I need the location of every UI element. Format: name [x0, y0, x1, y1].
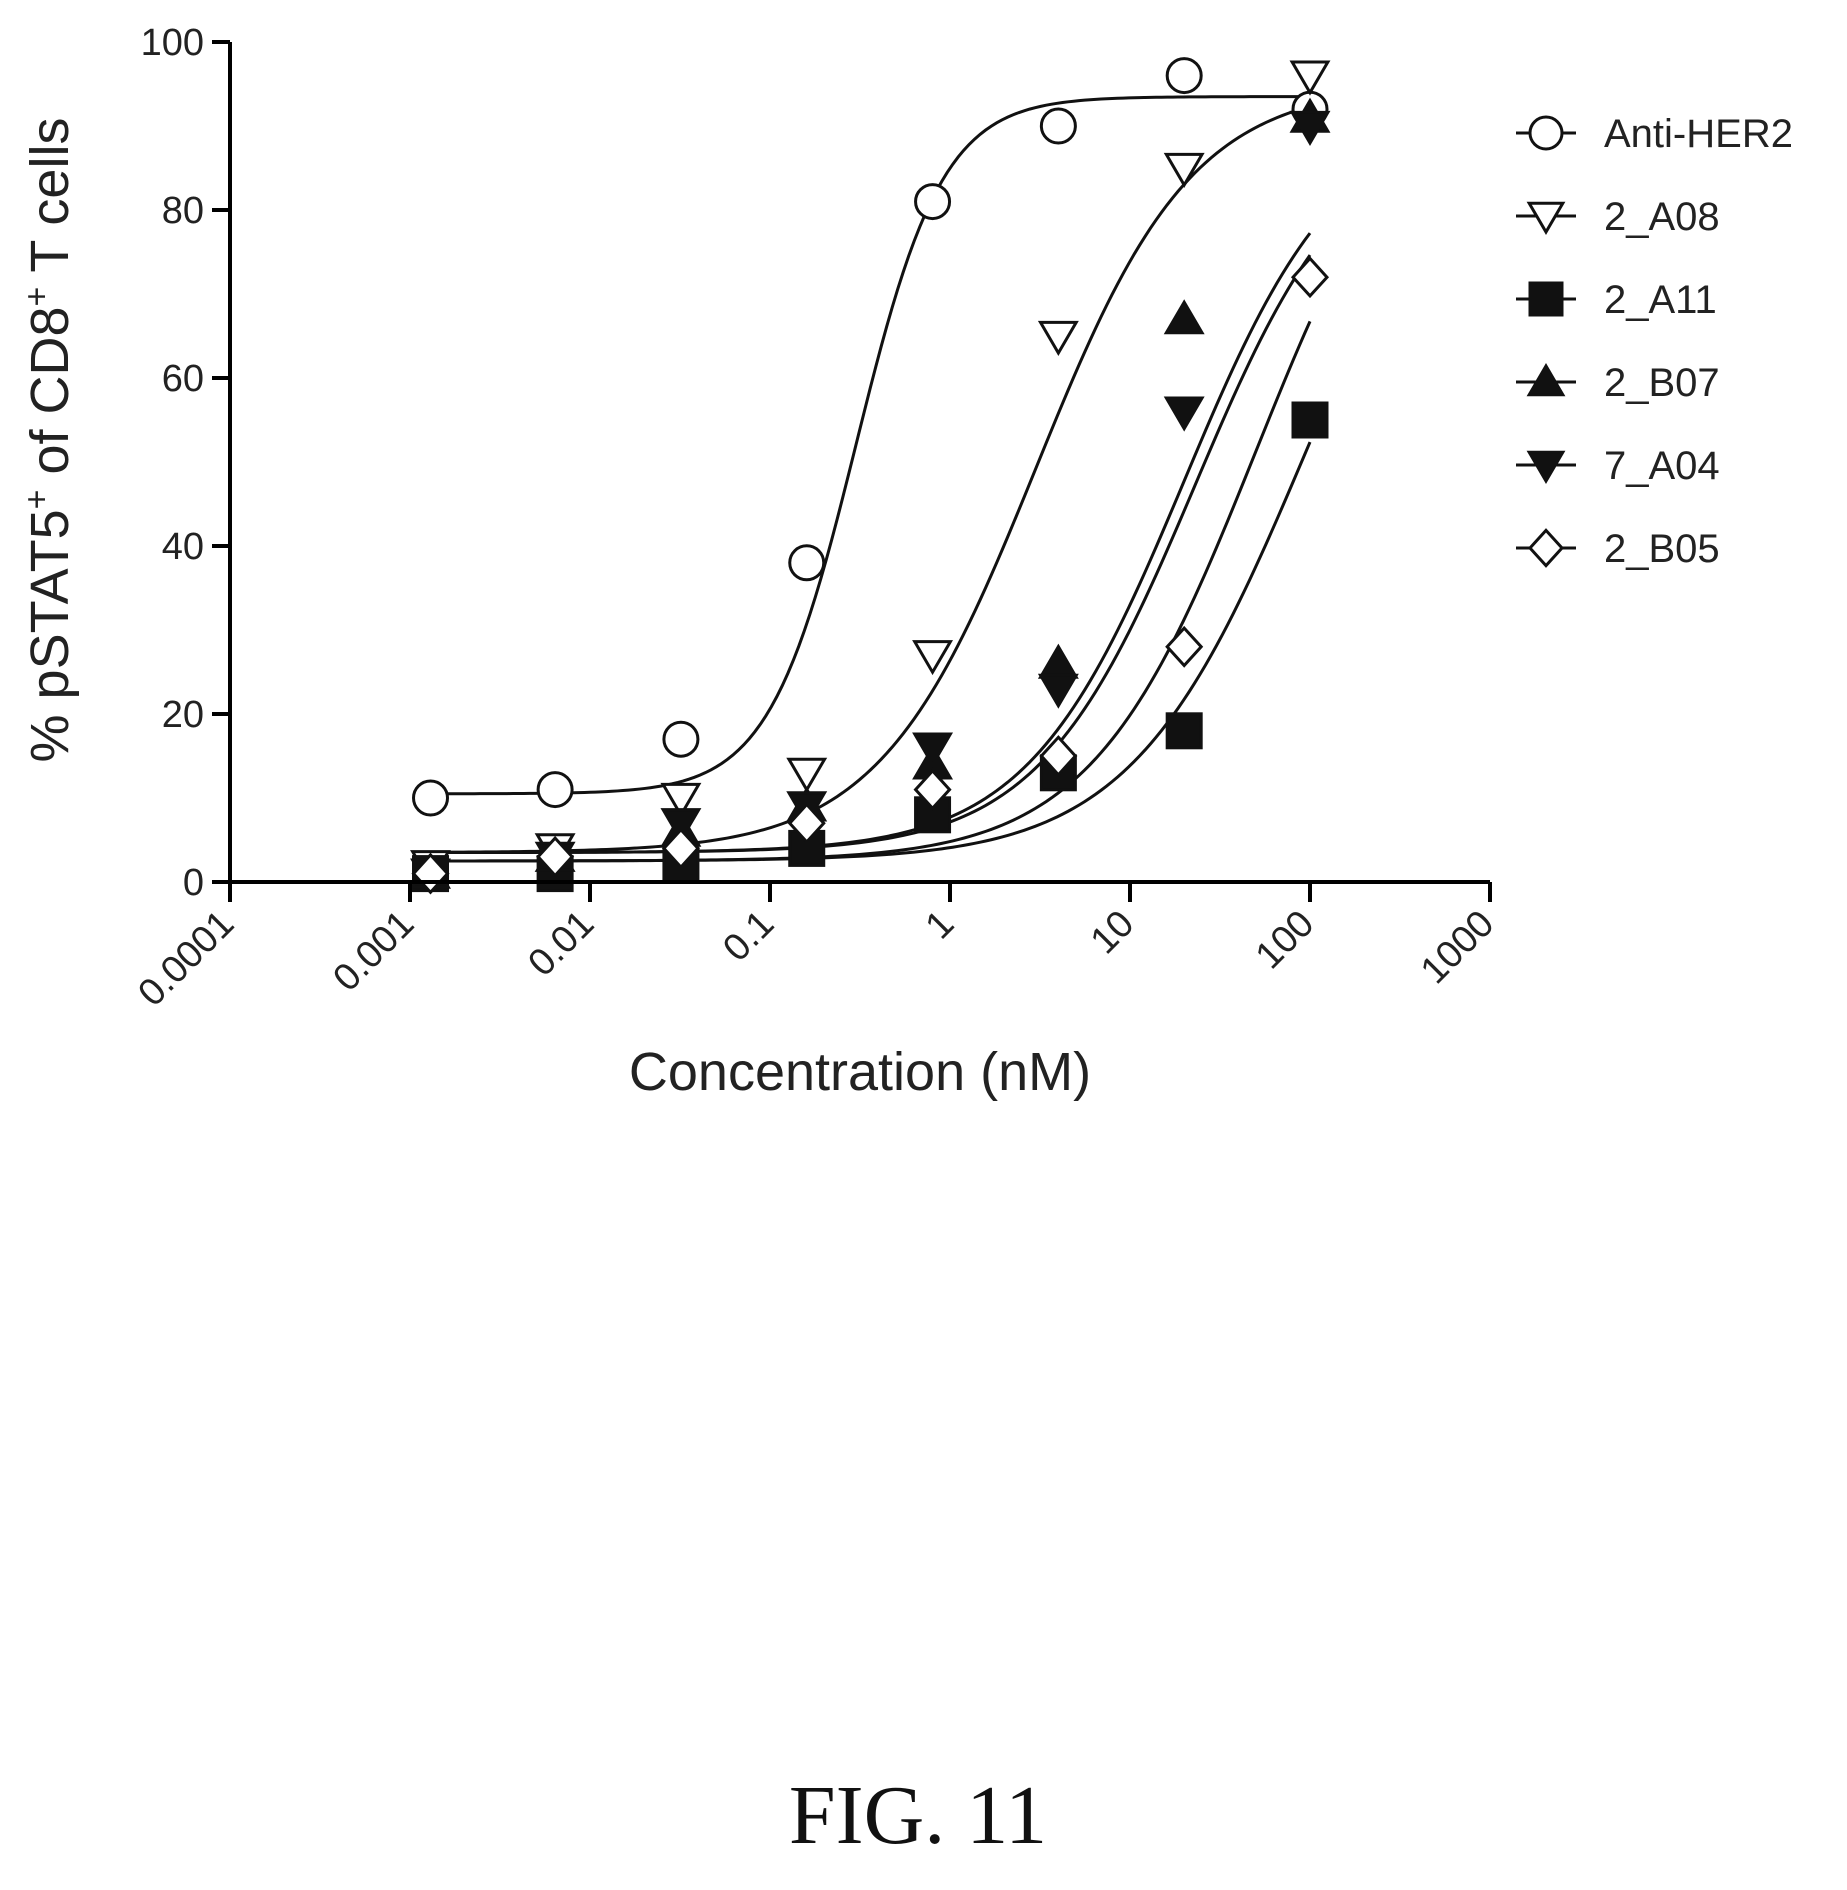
data-point-2-a08 — [1037, 320, 1079, 356]
y-tick-label: 100 — [141, 22, 204, 64]
legend-marker-2-a08 — [1526, 201, 1566, 235]
x-axis-title: Concentration (nM) — [629, 1042, 1091, 1102]
data-point-2-b05 — [536, 835, 575, 878]
legend-label: 2_A08 — [1604, 195, 1720, 239]
data-point-2-b05 — [411, 852, 450, 895]
data-point-2-a11 — [1165, 712, 1203, 750]
legend: Anti-HER2 2_A08 2_A11 2_B07 7_A04 2_B05 — [1516, 112, 1793, 571]
data-point-2-a08 — [1163, 152, 1205, 188]
data-point-7-a04 — [660, 808, 702, 844]
legend-marker-anti-her2 — [1528, 115, 1564, 151]
data-point-2-b05 — [1290, 256, 1330, 299]
data-point-anti-her2 — [914, 183, 952, 221]
data-point-2-b05 — [787, 802, 826, 845]
y-tick-label: 60 — [162, 358, 204, 400]
data-point-anti-her2 — [1165, 57, 1203, 95]
data-point-anti-her2 — [662, 720, 700, 758]
series-anti-her2 — [412, 57, 1329, 817]
y-axis-title-sup: + — [18, 287, 56, 307]
data-point-2-a08 — [786, 757, 828, 793]
y-tick-label: 20 — [162, 694, 204, 736]
data-point-2-a08 — [660, 782, 702, 818]
legend-item-2-b05: 2_B05 — [1516, 527, 1720, 571]
x-tick-label: 0.0001 — [130, 903, 242, 1015]
legend-label: Anti-HER2 — [1604, 112, 1793, 156]
x-axis-ticks: 0.0001 0.001 0.01 0.1 1 10 100 1000 — [130, 882, 1502, 1015]
x-tick-label: 1 — [918, 903, 963, 948]
y-tick-label: 80 — [162, 190, 204, 232]
x-tick-label: 1000 — [1413, 903, 1502, 992]
data-point-anti-her2 — [788, 544, 826, 582]
data-point-anti-her2 — [1039, 107, 1077, 145]
x-tick-label: 0.1 — [715, 903, 782, 970]
data-point-2-b05 — [1165, 625, 1204, 668]
data-point-7-a04 — [1289, 110, 1331, 146]
data-point-2-a08 — [1289, 60, 1331, 96]
y-tick-label: 0 — [183, 862, 204, 904]
figure-caption: FIG. 11 — [789, 1769, 1047, 1862]
x-tick-label: 100 — [1248, 903, 1323, 978]
legend-item-2-b07: 2_B07 — [1516, 361, 1720, 405]
legend-label: 2_A11 — [1604, 278, 1717, 322]
data-point-2-b05 — [913, 768, 952, 811]
data-point-anti-her2 — [536, 771, 574, 809]
legend-label: 2_B07 — [1604, 361, 1720, 405]
legend-item-2-a11: 2_A11 — [1516, 278, 1717, 322]
fit-curve-2-a08 — [430, 104, 1311, 854]
x-tick-label: 10 — [1083, 903, 1143, 963]
fit-curve-7-a04 — [430, 254, 1312, 855]
data-point-anti-her2 — [412, 779, 450, 817]
legend-item-7-a04: 7_A04 — [1516, 444, 1720, 488]
legend-marker-2-b07 — [1526, 363, 1566, 397]
data-point-2-b05 — [1039, 735, 1078, 777]
y-axis-ticks: 0 20 40 60 80 100 — [141, 22, 230, 904]
legend-item-anti-her2: Anti-HER2 — [1516, 112, 1793, 156]
legend-marker-2-a11 — [1528, 281, 1564, 317]
y-axis-title: % pSTAT5+ of CD8+ T cells — [18, 118, 80, 763]
legend-item-2-a08: 2_A08 — [1516, 195, 1720, 239]
data-point-7-a04 — [1163, 396, 1205, 432]
y-axis-title-tail: T cells — [20, 118, 80, 287]
y-axis-title-sup: + — [18, 490, 56, 510]
fitted-curves — [430, 95, 1312, 863]
series-2-b05 — [411, 256, 1330, 895]
data-point-7-a04 — [912, 732, 954, 768]
data-point-2-b07 — [1163, 299, 1205, 335]
x-tick-label: 0.001 — [325, 903, 422, 1000]
series-2-a08 — [410, 60, 1331, 886]
y-axis-title-main: % pSTAT5 — [20, 509, 80, 762]
legend-label: 2_B05 — [1604, 527, 1720, 571]
data-markers — [410, 57, 1331, 895]
data-point-2-a08 — [912, 640, 954, 676]
fit-curve-anti-her2 — [430, 95, 1310, 796]
data-point-2-a11 — [1291, 401, 1329, 439]
data-point-2-b05 — [661, 827, 700, 870]
legend-marker-7-a04 — [1526, 450, 1566, 484]
data-point-2-b07 — [1037, 643, 1079, 679]
x-tick-label: 0.01 — [520, 903, 602, 985]
legend-marker-2-b05 — [1527, 528, 1565, 568]
data-point-7-a04 — [1037, 673, 1079, 709]
y-tick-label: 40 — [162, 526, 204, 568]
legend-label: 7_A04 — [1604, 444, 1720, 488]
y-axis-title-mid: of CD8 — [20, 306, 80, 489]
fit-curve-2-b05 — [430, 320, 1312, 863]
